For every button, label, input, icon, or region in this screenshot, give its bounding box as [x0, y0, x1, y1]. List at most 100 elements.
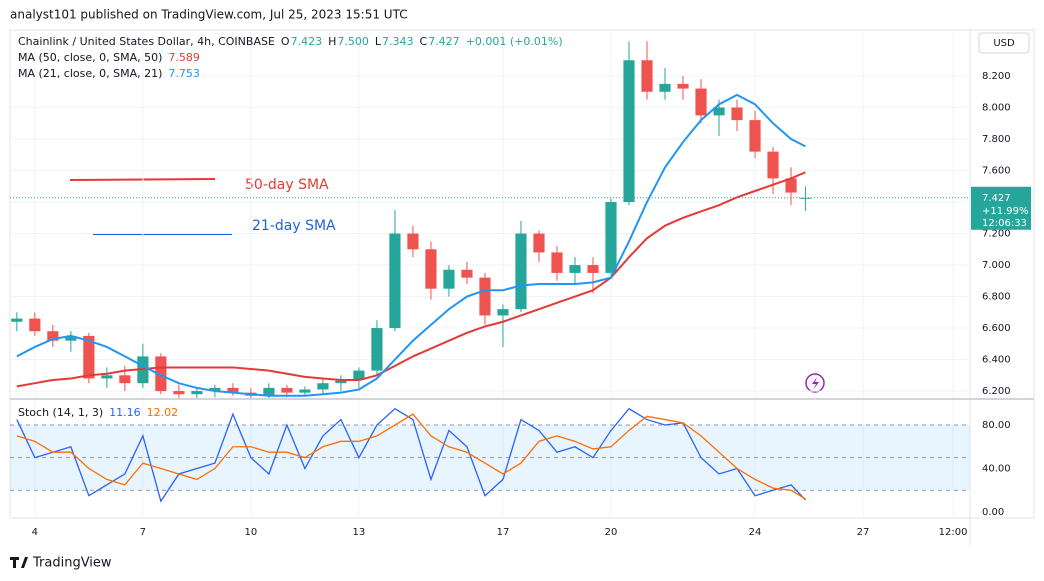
legend-text: MA (21, close, 0, SMA, 21) [18, 67, 162, 80]
candle-body [65, 335, 77, 341]
footer-logo: TradingView [10, 556, 112, 571]
candle-body [695, 88, 707, 116]
candle-body [659, 83, 671, 92]
legend-text: O [281, 35, 290, 48]
y-tick-label: 40.00 [982, 464, 1011, 475]
publisher: analyst101 published on TradingView.com,… [10, 8, 408, 22]
candle-body [587, 265, 599, 273]
candle-body [119, 375, 131, 384]
candle-body [767, 151, 779, 179]
logo-mark [10, 557, 28, 568]
candle-body [731, 107, 743, 121]
x-tick-label: 7 [140, 527, 146, 538]
candle-body [515, 233, 527, 310]
legend-text: C [420, 35, 428, 48]
price-tag [971, 186, 1031, 230]
x-tick-label: 4 [32, 527, 38, 538]
candle-body [533, 233, 545, 253]
y-tick-label: 6.200 [982, 386, 1011, 397]
stoch-line [16, 407, 806, 503]
ma-line [16, 93, 806, 397]
price-pane [10, 30, 970, 398]
stoch-pane [10, 400, 970, 518]
candle-body [155, 356, 167, 392]
candle-body [407, 233, 419, 250]
x-tick-label: 20 [605, 527, 618, 538]
legend-text: L [375, 35, 382, 48]
brand: TradingView [32, 556, 112, 571]
annotation: 50-day SMA [245, 177, 329, 193]
price-tag-value: 7.427 [982, 193, 1011, 204]
y-tick-label: 7.200 [982, 229, 1011, 240]
candle-body [281, 387, 293, 393]
candle-body [209, 387, 221, 392]
x-tick-label: 24 [749, 527, 762, 538]
candle-body [785, 178, 797, 193]
candle-body [605, 202, 617, 273]
candle-body [353, 370, 365, 381]
x-tick-label: 10 [245, 527, 258, 538]
candle-body [713, 107, 725, 116]
y-tick-label: 80.00 [982, 420, 1011, 431]
currency-button[interactable] [978, 32, 1030, 54]
legend-text: Stoch (14, 1, 3) [18, 406, 103, 419]
overlay: 4 7 10 13 17 20 24 27 12:00 6.200 6.400 6.600 6.800 7… [18, 35, 1031, 538]
y-tick-label: 8.000 [982, 103, 1011, 114]
candle-body [389, 233, 401, 329]
x-tick-label: 27 [857, 527, 870, 538]
candle-body [425, 249, 437, 289]
candle-body [371, 328, 383, 371]
candle-body [47, 331, 59, 341]
candle-body [677, 83, 689, 89]
y-tick-label: 6.600 [982, 323, 1011, 334]
candle-body [461, 269, 473, 278]
price-tag-countdown: 12:06:33 [982, 218, 1027, 229]
candle-body [191, 391, 203, 395]
candle-body [83, 335, 95, 379]
candle-body [317, 383, 329, 390]
price-tag-change: +11.99% [982, 206, 1029, 217]
y-tick-label: 6.800 [982, 292, 1011, 303]
legend-text: +0.001 (+0.01%) [466, 35, 563, 48]
legend-text: 12.02 [147, 406, 179, 419]
legend-text: 7.423 [291, 35, 323, 48]
x-tick-label: 13 [353, 527, 366, 538]
candle-body [101, 375, 113, 379]
annotation: 21-day SMA [252, 218, 336, 234]
y-tick-label: 6.400 [982, 355, 1011, 366]
events-bolt [812, 377, 819, 390]
legend-text: 11.16 [109, 406, 141, 419]
candle-body [623, 60, 635, 203]
legend-text: 7.753 [168, 67, 200, 80]
y-tick-label: 8.200 [982, 71, 1011, 82]
legend-text: Chainlink / United States Dollar, 4h, CO… [18, 35, 275, 48]
candle-body [11, 318, 23, 322]
candle-body [173, 391, 185, 395]
y-tick-label: 7.800 [982, 134, 1011, 145]
legend-text: 7.343 [382, 35, 414, 48]
stoch-line [16, 413, 806, 500]
candle-body [497, 309, 509, 316]
legend-text: 7.589 [168, 51, 200, 64]
legend-text: MA (50, close, 0, SMA, 50) [18, 51, 162, 64]
candle-body [263, 387, 275, 396]
legend-text: 7.427 [428, 35, 460, 48]
candle-body [479, 277, 491, 316]
candle-body [443, 269, 455, 289]
candle-body [335, 380, 347, 384]
y-tick-label: 0.00 [982, 507, 1004, 518]
candle-body [641, 60, 653, 92]
x-tick-label: 12:00 [939, 527, 968, 538]
candle-body [29, 318, 41, 332]
x-tick-label: 17 [497, 527, 510, 538]
candle-body [749, 120, 761, 152]
legend-text: 7.500 [337, 35, 369, 48]
candle-body [551, 252, 563, 273]
currency: USD [993, 38, 1015, 49]
y-tick-label: 7.600 [982, 166, 1011, 177]
legend-text: H [328, 35, 336, 48]
candle-body [299, 389, 311, 393]
y-tick-label: 7.000 [982, 260, 1011, 271]
candle-body [569, 265, 581, 273]
